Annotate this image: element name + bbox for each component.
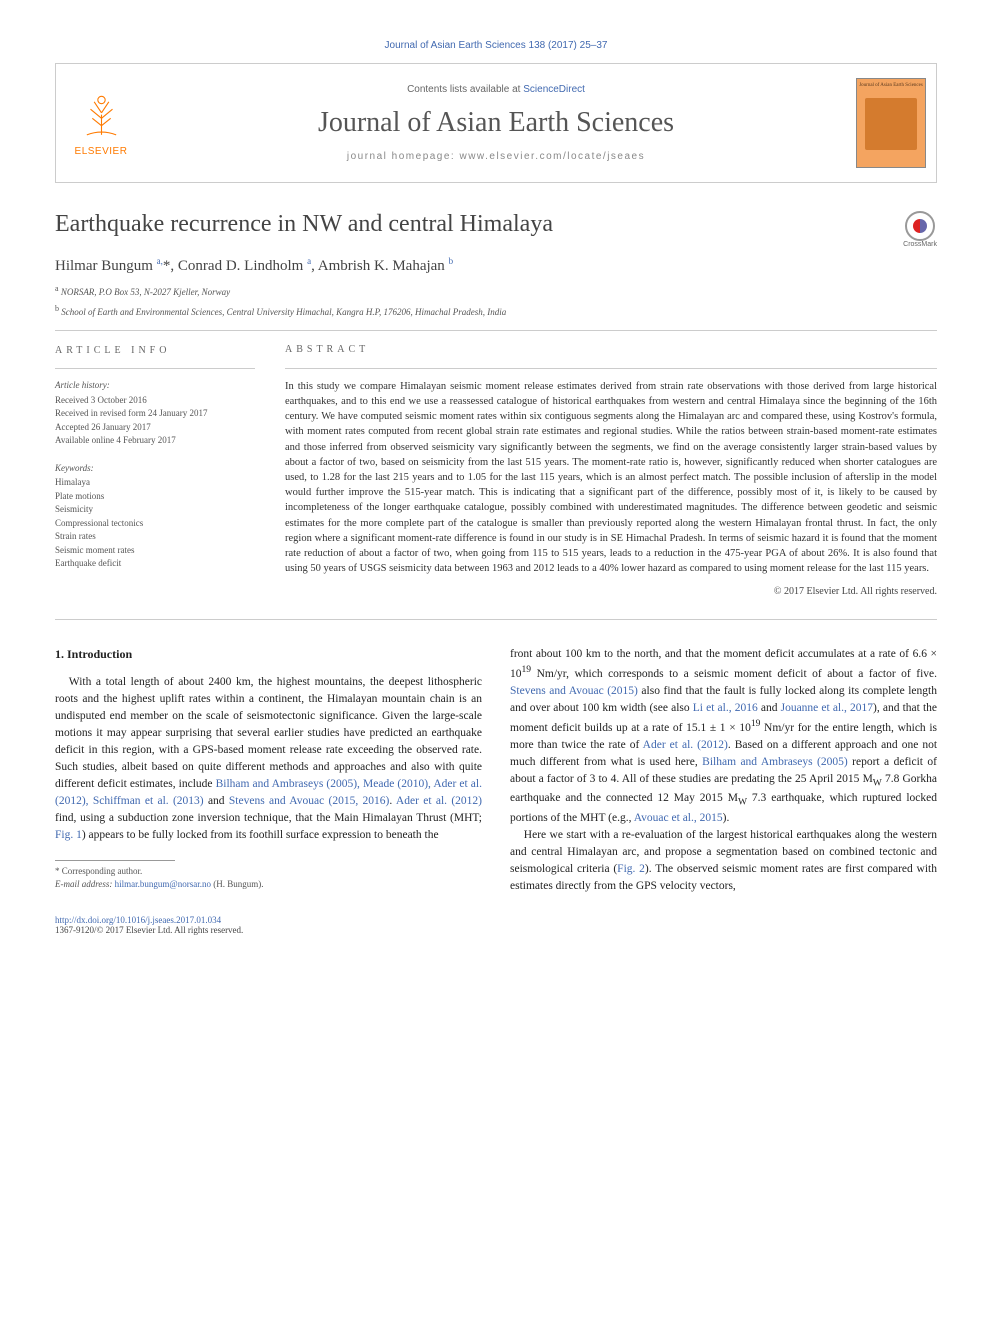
keyword: Seismic moment rates: [55, 544, 255, 558]
publisher-logo: ELSEVIER: [66, 89, 136, 157]
issn-copyright: 1367-9120/© 2017 Elsevier Ltd. All right…: [55, 925, 243, 935]
intro-p1: With a total length of about 2400 km, th…: [55, 674, 482, 844]
affiliation: a NORSAR, P.O Box 53, N-2027 Kjeller, No…: [55, 283, 937, 299]
article-info-heading: ARTICLE INFO: [55, 343, 255, 358]
authors-line: Hilmar Bungum a,*, Conrad D. Lindholm a,…: [55, 256, 937, 275]
email-label: E-mail address:: [55, 879, 112, 889]
sciencedirect-link[interactable]: ScienceDirect: [523, 84, 585, 95]
doi-link[interactable]: http://dx.doi.org/10.1016/j.jseaes.2017.…: [55, 915, 221, 925]
journal-cover-thumbnail: Journal of Asian Earth Sciences: [856, 78, 926, 168]
divider: [55, 330, 937, 331]
history-item: Received 3 October 2016: [55, 394, 255, 408]
abstract-heading: ABSTRACT: [285, 343, 937, 358]
article-title: Earthquake recurrence in NW and central …: [55, 211, 883, 238]
email-author: (H. Bungum).: [213, 879, 263, 889]
footnotes: * Corresponding author. E-mail address: …: [55, 865, 482, 890]
crossmark-icon: [905, 211, 935, 241]
email-link[interactable]: hilmar.bungum@norsar.no: [115, 879, 211, 889]
header-citation: Journal of Asian Earth Sciences 138 (201…: [55, 40, 937, 51]
article-info-column: ARTICLE INFO Article history: Received 3…: [55, 343, 255, 599]
intro-p2: Here we start with a re-evaluation of th…: [510, 827, 937, 895]
keyword: Plate motions: [55, 490, 255, 504]
contents-lists-line: Contents lists available at ScienceDirec…: [146, 84, 846, 95]
abstract-copyright: © 2017 Elsevier Ltd. All rights reserved…: [285, 585, 937, 600]
history-item: Available online 4 February 2017: [55, 434, 255, 448]
intro-p1b: front about 100 km to the north, and tha…: [510, 646, 937, 827]
abstract-text: In this study we compare Himalayan seism…: [285, 379, 937, 577]
affiliation: b School of Earth and Environmental Scie…: [55, 303, 937, 319]
history-item: Accepted 26 January 2017: [55, 421, 255, 435]
cover-title: Journal of Asian Earth Sciences: [859, 83, 923, 88]
cover-map-icon: [865, 98, 917, 150]
keyword: Strain rates: [55, 530, 255, 544]
abstract-column: ABSTRACT In this study we compare Himala…: [285, 343, 937, 599]
section-heading-intro: 1. Introduction: [55, 646, 482, 664]
crossmark-label: CrossMark: [903, 241, 937, 248]
history-list: Received 3 October 2016Received in revis…: [55, 394, 255, 448]
elsevier-tree-icon: [74, 89, 129, 144]
body-columns: 1. Introduction With a total length of a…: [55, 646, 937, 895]
header-box: ELSEVIER Contents lists available at Sci…: [55, 63, 937, 183]
keyword: Seismicity: [55, 503, 255, 517]
contents-prefix: Contents lists available at: [407, 84, 523, 95]
crossmark-badge[interactable]: CrossMark: [903, 211, 937, 248]
journal-homepage: journal homepage: www.elsevier.com/locat…: [146, 151, 846, 162]
publisher-name: ELSEVIER: [75, 146, 128, 157]
keyword: Compressional tectonics: [55, 517, 255, 531]
corresponding-author: * Corresponding author.: [55, 865, 482, 878]
keyword: Himalaya: [55, 476, 255, 490]
history-item: Received in revised form 24 January 2017: [55, 407, 255, 421]
footnote-separator: [55, 860, 175, 861]
header-center: Contents lists available at ScienceDirec…: [136, 84, 856, 162]
keywords-title: Keywords:: [55, 462, 255, 476]
keyword: Earthquake deficit: [55, 557, 255, 571]
journal-name: Journal of Asian Earth Sciences: [146, 107, 846, 139]
bottom-bar: http://dx.doi.org/10.1016/j.jseaes.2017.…: [55, 915, 937, 935]
keywords-list: HimalayaPlate motionsSeismicityCompressi…: [55, 476, 255, 571]
history-title: Article history:: [55, 379, 255, 393]
divider: [55, 619, 937, 620]
